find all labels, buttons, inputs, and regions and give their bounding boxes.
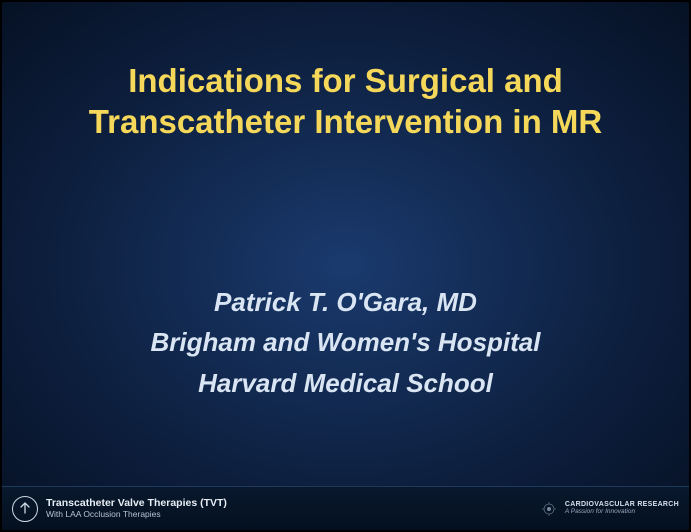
footer-left-title: Transcatheter Valve Therapies (TVT): [46, 498, 227, 510]
author-block: Patrick T. O'Gara, MD Brigham and Women'…: [2, 282, 689, 403]
footer-right-subtitle: A Passion for Innovation: [565, 509, 679, 515]
author-affiliation-2: Harvard Medical School: [42, 363, 649, 403]
footer-left-text: Transcatheter Valve Therapies (TVT) With…: [46, 498, 227, 519]
footer-bar: Transcatheter Valve Therapies (TVT) With…: [2, 486, 689, 530]
author-name: Patrick T. O'Gara, MD: [42, 282, 649, 322]
author-affiliation-1: Brigham and Women's Hospital: [42, 322, 649, 362]
title-line-1: Indications for Surgical and: [32, 60, 659, 101]
title-block: Indications for Surgical and Transcathet…: [2, 60, 689, 143]
slide-container: Indications for Surgical and Transcathet…: [0, 0, 691, 532]
footer-left-group: Transcatheter Valve Therapies (TVT) With…: [12, 496, 227, 522]
footer-right-group: CARDIOVASCULAR RESEARCH A Passion for In…: [539, 499, 679, 519]
footer-left-subtitle: With LAA Occlusion Therapies: [46, 510, 227, 519]
crf-logo-icon: [539, 499, 559, 519]
footer-right-text: CARDIOVASCULAR RESEARCH A Passion for In…: [565, 502, 679, 515]
title-line-2: Transcatheter Intervention in MR: [32, 101, 659, 142]
tvt-logo-icon: [12, 496, 38, 522]
